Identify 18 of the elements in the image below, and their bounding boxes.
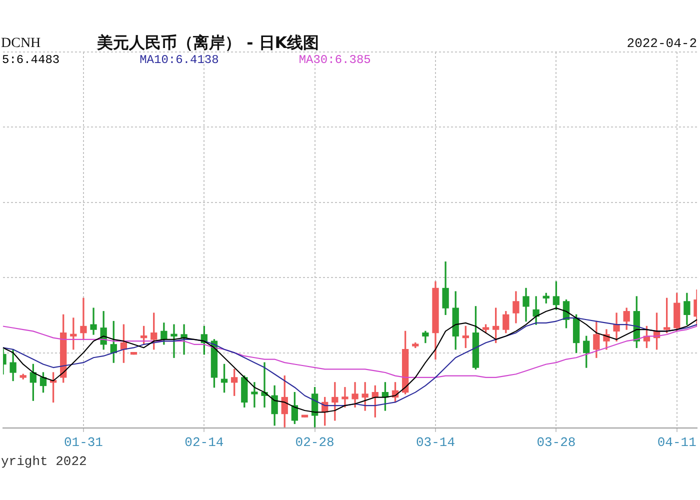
text: yright 2022 (1, 454, 87, 469)
chart-title: 美元人民币（离岸） - 日K线图 (97, 33, 320, 52)
candlestick (342, 387, 348, 408)
text: 5:6.4483 (2, 53, 60, 67)
text: 2022-04-2 (626, 36, 697, 51)
text: MA10:6.4138 (140, 53, 219, 67)
x-tick-label: 02-28 (295, 435, 334, 450)
x-tick-label: 04-11 (657, 435, 697, 450)
x-tick-label: 01-31 (64, 435, 104, 450)
text: DCNH (1, 36, 41, 51)
text: MA30:6.385 (298, 53, 371, 67)
x-tick-label: 03-28 (536, 435, 576, 450)
candlestick (251, 382, 258, 408)
x-tick-label: 03-14 (416, 435, 456, 450)
candlestick (170, 324, 178, 358)
candlestick (90, 308, 97, 335)
candlestick (80, 298, 87, 340)
x-tick-label: 02-14 (184, 435, 224, 450)
